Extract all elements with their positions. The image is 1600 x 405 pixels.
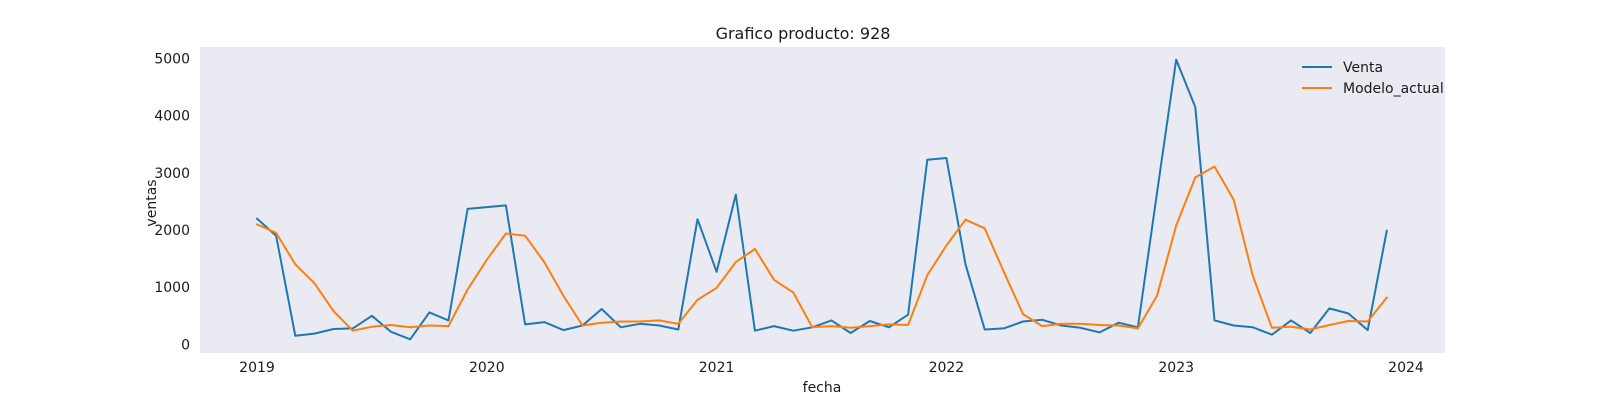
chart-title: Grafico producto: 928 (716, 24, 891, 43)
x-tick-label: 2024 (1388, 360, 1424, 376)
y-tick-label: 1000 (154, 280, 190, 296)
series-line-modelo-actual (256, 165, 1388, 332)
y-tick-label: 0 (181, 337, 190, 353)
x-axis-label: fecha (803, 380, 842, 396)
x-tick-label: 2023 (1158, 360, 1194, 376)
y-axis-label: ventas (144, 179, 160, 226)
y-tick-label: 2000 (154, 223, 190, 239)
x-tick-label: 2021 (699, 360, 735, 376)
y-axis-ticks: 0 1000 2000 3000 4000 5000 (154, 51, 190, 353)
x-axis-ticks: 2019 2020 2021 2022 2023 2024 (239, 360, 1424, 376)
legend-label-modelo-actual: Modelo_actual (1343, 81, 1444, 97)
x-tick-label: 2019 (239, 360, 275, 376)
legend: Venta Modelo_actual (1302, 60, 1444, 97)
legend-label-venta: Venta (1343, 60, 1383, 76)
y-tick-label: 4000 (154, 109, 190, 125)
plot-area (200, 47, 1445, 353)
series-layer (256, 58, 1388, 341)
series-line-venta (256, 58, 1388, 341)
x-tick-label: 2020 (469, 360, 505, 376)
y-tick-label: 3000 (154, 166, 190, 182)
y-tick-label: 5000 (154, 51, 190, 67)
x-tick-label: 2022 (929, 360, 965, 376)
